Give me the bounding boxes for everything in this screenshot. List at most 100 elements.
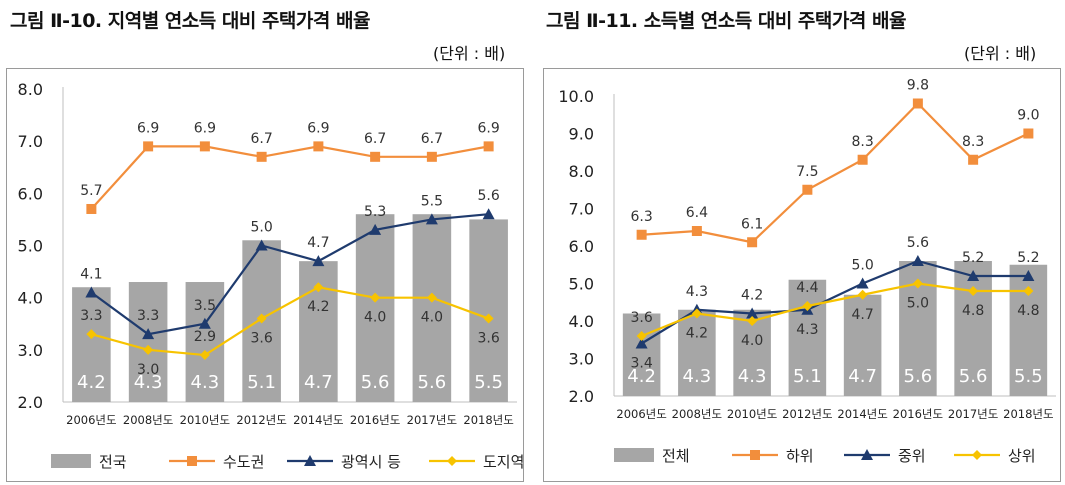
data-point (747, 316, 758, 326)
legend-swatch (51, 454, 91, 468)
data-point (857, 154, 868, 165)
data-label: 5.6 (907, 235, 929, 251)
data-label: 3.3 (80, 308, 102, 324)
data-point (1023, 128, 1034, 139)
data-label: 8.3 (851, 134, 873, 150)
legend-label: 광역시 등 (341, 453, 401, 471)
data-point (255, 239, 268, 251)
y-tick-label: 7.0 (569, 200, 594, 219)
data-point (369, 223, 382, 235)
legend-marker (750, 450, 760, 460)
bar (469, 219, 508, 402)
right-unit-label: (단위 : 배) (964, 44, 1037, 63)
legend-label: 도지역 (483, 453, 524, 471)
legend-marker (447, 456, 457, 466)
bar-value-label: 4.7 (304, 372, 333, 393)
bar-value-label: 4.3 (738, 366, 767, 387)
bar (128, 282, 168, 402)
x-tick-label: 2018년도 (1003, 407, 1053, 421)
data-label: 4.8 (962, 303, 984, 319)
bar (185, 282, 225, 402)
data-label: 9.8 (907, 78, 929, 94)
y-tick-label: 4.0 (18, 289, 43, 308)
data-point (636, 229, 647, 240)
data-label: 6.9 (307, 120, 329, 136)
data-point (482, 208, 495, 220)
data-label: 4.2 (741, 288, 763, 304)
bar-value-label: 5.5 (474, 372, 503, 393)
data-point (313, 282, 324, 293)
bar-value-label: 5.6 (904, 366, 933, 387)
legend-marker (304, 455, 316, 466)
data-label: 5.7 (80, 183, 102, 199)
bar-value-label: 5.5 (1014, 366, 1043, 387)
bar (72, 287, 111, 402)
data-label: 4.3 (686, 284, 708, 300)
data-label: 5.2 (962, 250, 984, 266)
legend-label: 하위 (786, 447, 814, 465)
bar-value-label: 5.6 (418, 372, 447, 393)
data-label: 4.7 (307, 235, 329, 251)
x-tick-label: 2014년도 (837, 407, 887, 421)
x-tick-label: 2012년도 (236, 413, 286, 427)
data-label: 5.0 (250, 220, 272, 236)
data-point (857, 289, 868, 300)
y-tick-label: 2.0 (18, 393, 43, 412)
data-point (370, 151, 381, 162)
data-label: 5.0 (851, 258, 873, 274)
series-line-2 (641, 282, 1029, 338)
legend-label: 전국 (99, 453, 127, 471)
data-point (802, 301, 813, 311)
x-tick-label: 2012년도 (782, 407, 832, 421)
bar-value-label: 4.2 (627, 366, 656, 387)
x-tick-label: 2010년도 (727, 407, 777, 421)
y-tick-label: 4.0 (569, 312, 594, 331)
data-point (636, 331, 647, 341)
data-label: 4.0 (364, 310, 386, 326)
bar-value-label: 4.2 (77, 372, 106, 393)
bar (355, 214, 395, 402)
data-point (856, 277, 869, 289)
data-point (912, 278, 923, 289)
bar (622, 313, 661, 396)
y-tick-label: 5.0 (18, 237, 43, 256)
bar (843, 294, 882, 396)
bar-value-label: 4.3 (191, 372, 220, 393)
data-label: 6.9 (194, 120, 216, 136)
legend-label: 중위 (898, 447, 926, 465)
x-tick-label: 2017년도 (407, 413, 457, 427)
data-point (635, 337, 648, 349)
data-label: 3.6 (477, 331, 499, 347)
bar (788, 279, 827, 396)
data-point (425, 213, 438, 225)
right-chart-title: 그림 Ⅱ-11. 소득별 연소득 대비 주택가격 배율 (546, 10, 906, 32)
bar-value-label: 5.6 (361, 372, 390, 393)
series-line-1 (641, 259, 1029, 345)
data-point (691, 226, 702, 236)
legend-swatch (614, 448, 654, 462)
legend-label: 수도권 (223, 453, 264, 471)
y-tick-label: 5.0 (569, 275, 594, 294)
y-tick-label: 3.0 (18, 341, 43, 360)
bar-value-label: 4.7 (848, 366, 877, 387)
data-point (143, 141, 154, 152)
data-point (967, 270, 980, 281)
data-label: 4.8 (1017, 303, 1039, 319)
data-label: 4.2 (307, 299, 329, 315)
data-label: 6.4 (686, 205, 708, 221)
legend-marker (972, 450, 982, 460)
y-tick-label: 7.0 (18, 132, 43, 151)
y-tick-label: 8.0 (18, 80, 43, 99)
data-point (746, 307, 759, 319)
data-label: 6.7 (364, 131, 386, 147)
y-tick-label: 10.0 (558, 87, 594, 106)
data-point (483, 313, 494, 324)
data-point (426, 151, 437, 162)
legend-label: 전체 (662, 447, 690, 465)
x-tick-label: 2017년도 (948, 407, 998, 421)
bar-value-label: 5.1 (793, 366, 822, 387)
left-chart-title: 그림 Ⅱ-10. 지역별 연소득 대비 주택가격 배율 (10, 10, 370, 32)
legend-label: 상위 (1008, 447, 1036, 465)
legend-marker (187, 456, 197, 466)
data-point (968, 286, 979, 296)
